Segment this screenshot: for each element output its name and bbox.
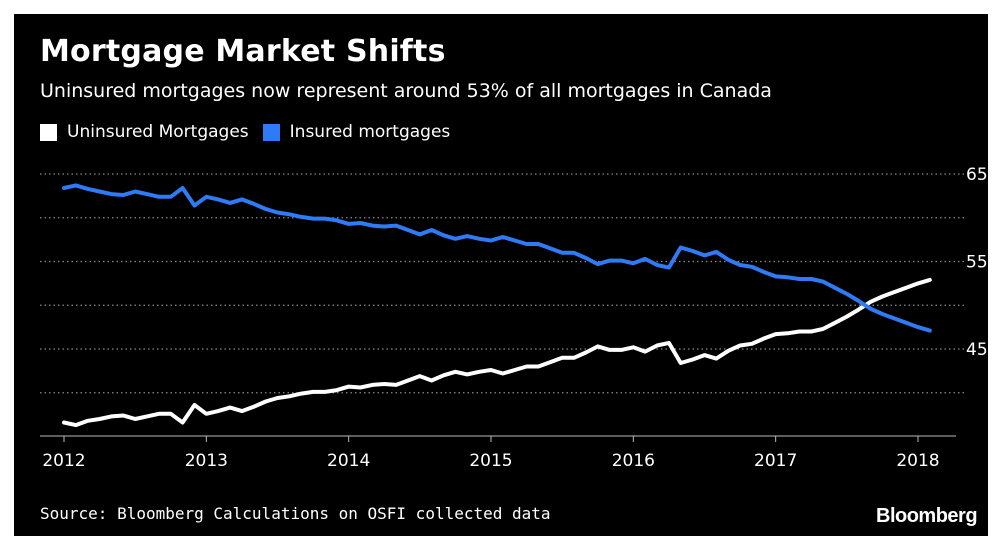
legend-label-uninsured: Uninsured Mortgages <box>67 122 249 142</box>
chart-panel: 65 55 45 2012 2013 2014 2015 2016 2017 2018 Mortg… <box>14 14 988 536</box>
legend-item-insured: Insured mortgages <box>262 122 451 142</box>
x-tick-label-2014: 2014 <box>327 451 370 471</box>
y-tick-label-65: 65 <box>966 165 988 185</box>
bloomberg-logo: Bloomberg <box>876 505 978 527</box>
legend: Uninsured Mortgages Insured mortgages <box>40 120 464 144</box>
legend-item-uninsured: Uninsured Mortgages <box>40 122 249 142</box>
y-tick-label-55: 55 <box>966 253 988 273</box>
x-tick-label-2012: 2012 <box>42 451 85 471</box>
chart-subtitle: Uninsured mortgages now represent around… <box>40 80 772 102</box>
x-tick-label-2016: 2016 <box>612 451 655 471</box>
x-tick-label-2015: 2015 <box>469 451 512 471</box>
x-tick-label-2017: 2017 <box>754 451 797 471</box>
x-tick-label-2018: 2018 <box>896 451 939 471</box>
legend-swatch-insured <box>262 123 280 141</box>
chart-title: Mortgage Market Shifts <box>40 34 446 69</box>
legend-swatch-uninsured <box>40 123 57 141</box>
line-chart: 65 55 45 2012 2013 2014 2015 2016 2017 2018 <box>40 165 988 471</box>
x-tick-label-2013: 2013 <box>185 451 228 471</box>
source-note: Source: Bloomberg Calculations on OSFI c… <box>40 504 551 523</box>
legend-label-insured: Insured mortgages <box>289 122 451 142</box>
series-line-insured <box>62 183 932 333</box>
y-tick-label-45: 45 <box>966 340 988 360</box>
series-line-uninsured <box>62 277 932 428</box>
